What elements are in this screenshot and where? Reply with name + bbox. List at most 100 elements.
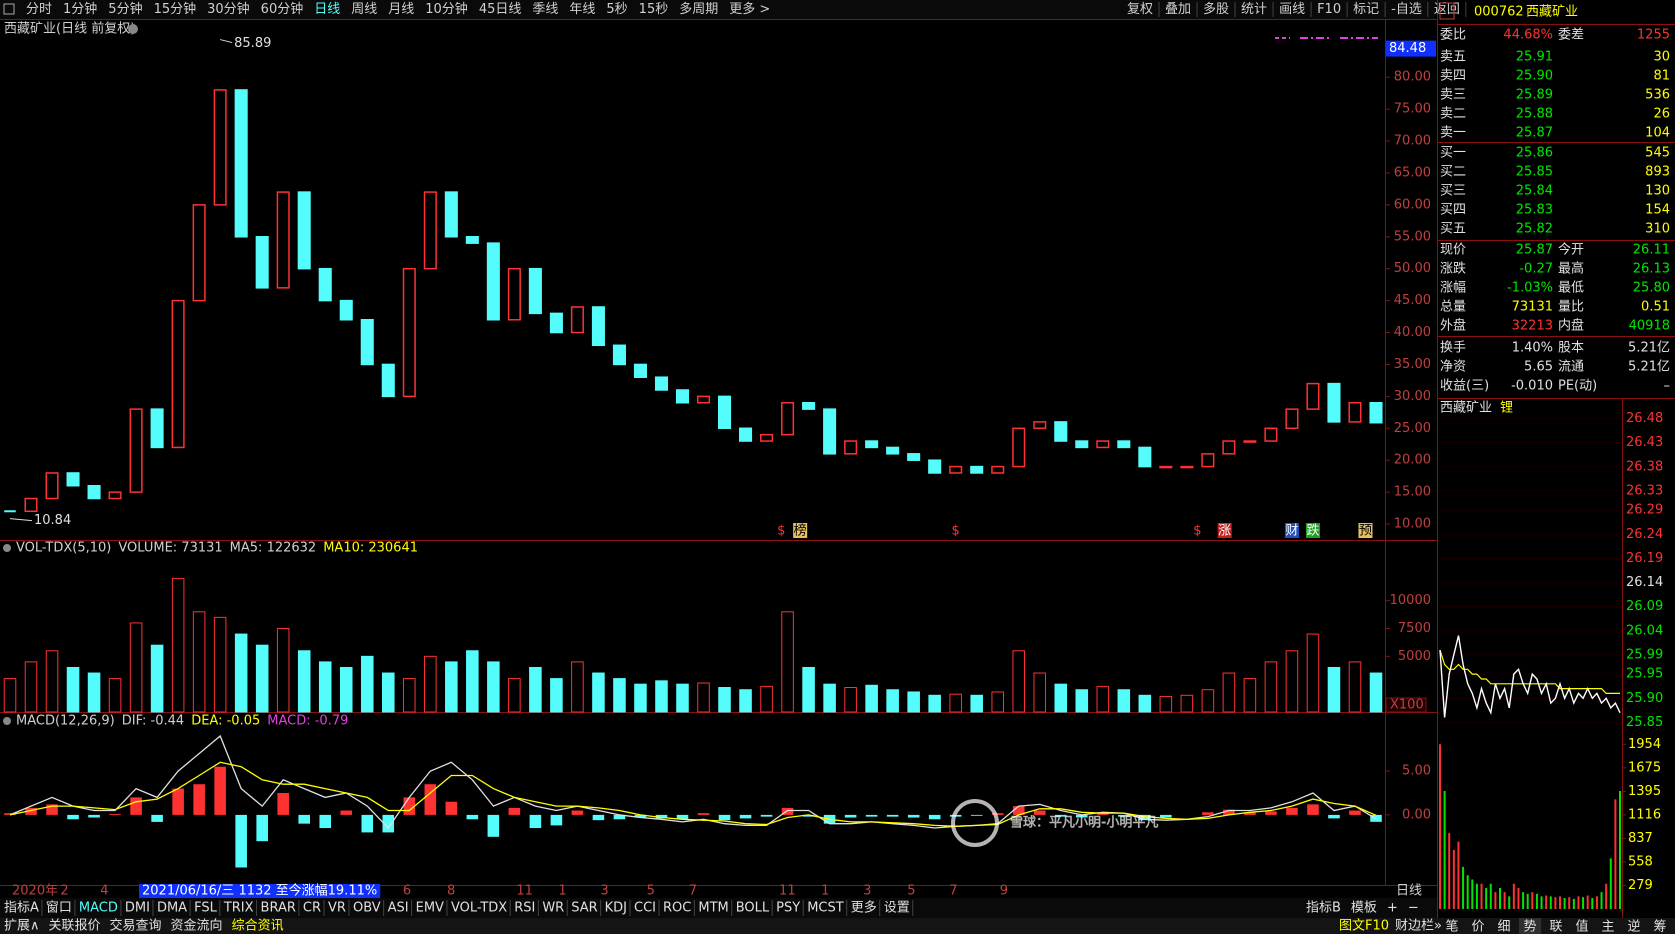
tool-button[interactable]: 画线 xyxy=(1279,2,1305,17)
indicator-tab[interactable]: − xyxy=(1408,901,1419,916)
event-marker[interactable]: $ xyxy=(1193,524,1201,539)
macd-bar xyxy=(67,814,79,820)
event-marker[interactable]: 涨 xyxy=(1218,524,1231,539)
y-tick-label: 80.00 xyxy=(1394,70,1431,85)
period-tab[interactable]: 1分钟 xyxy=(63,1,97,17)
side-tab[interactable]: 细 xyxy=(1497,920,1510,934)
indicator-tab[interactable]: ROC xyxy=(663,901,691,916)
event-marker-bg xyxy=(1284,523,1299,538)
indicator-tab[interactable]: RSI xyxy=(514,901,535,916)
bottom-tab[interactable]: 图文F10 xyxy=(1339,919,1389,934)
event-marker[interactable]: 预 xyxy=(1359,524,1372,539)
bottom-tab[interactable]: 关联报价 xyxy=(49,919,101,934)
indicator-tab[interactable]: 指标A xyxy=(4,901,39,916)
indicator-tab[interactable]: TRIX xyxy=(223,901,254,916)
indicator-tab[interactable]: KDJ xyxy=(605,901,627,916)
side-tab[interactable]: 价 xyxy=(1471,920,1484,934)
indicator-tab[interactable]: DMI xyxy=(125,901,150,916)
macd-bar xyxy=(445,801,458,815)
indicator-tab[interactable]: MTM xyxy=(698,901,728,916)
tool-button[interactable]: 多股 xyxy=(1203,1,1229,17)
candle xyxy=(150,408,164,449)
indicator-tab[interactable]: 模板 xyxy=(1351,901,1377,916)
event-marker[interactable]: 财 xyxy=(1285,524,1298,539)
period-tab[interactable]: 30分钟 xyxy=(207,1,250,17)
candle xyxy=(1369,401,1383,424)
indicator-tab[interactable]: CR xyxy=(303,901,321,916)
side-tab[interactable]: 联 xyxy=(1549,920,1562,934)
candle xyxy=(612,344,626,366)
period-tab[interactable]: 45日线 xyxy=(479,2,522,17)
tool-button[interactable]: 返回 xyxy=(1434,2,1460,17)
bottom-tab[interactable]: 财边栏» xyxy=(1395,919,1442,934)
indicator-label: MA10: 230641 xyxy=(323,541,418,556)
event-marker[interactable]: 跌 xyxy=(1306,523,1319,539)
side-tab[interactable]: 值 xyxy=(1575,919,1588,934)
side-tab[interactable]: 势 xyxy=(1523,919,1536,934)
indicator-tab[interactable]: 设置 xyxy=(884,901,910,916)
bottom-tab[interactable]: 资金流向 xyxy=(171,918,223,934)
period-tab[interactable]: 周线 xyxy=(351,2,377,17)
side-tab[interactable]: 筹 xyxy=(1653,919,1666,934)
side-tab[interactable]: 逆 xyxy=(1627,919,1640,934)
macd-bar xyxy=(634,814,647,818)
volume-bar xyxy=(108,678,122,713)
book-label: 买五 xyxy=(1440,222,1466,237)
bottom-tab[interactable]: 综合资讯 xyxy=(232,919,284,934)
indicator-tab[interactable]: WR xyxy=(542,901,564,916)
indicator-tab[interactable]: ASI xyxy=(388,901,409,916)
indicator-tab[interactable]: VOL-TDX xyxy=(451,901,507,916)
indicator-tab[interactable]: OBV xyxy=(353,901,381,916)
indicator-tab[interactable]: EMV xyxy=(416,901,444,916)
period-tab[interactable]: 月线 xyxy=(388,2,414,17)
indicator-tab[interactable]: SAR xyxy=(571,901,597,916)
indicator-tab[interactable]: + xyxy=(1387,901,1398,916)
indicator-tab[interactable]: DMA xyxy=(157,901,187,916)
period-tab[interactable]: 多周期 xyxy=(679,1,718,17)
event-marker[interactable]: 榜 xyxy=(794,523,807,539)
bottom-tab[interactable]: 扩展∧ xyxy=(4,919,40,934)
tool-button[interactable]: -自选 xyxy=(1391,2,1422,17)
indicator-tab[interactable]: BOLL xyxy=(736,901,770,916)
tool-button[interactable]: F10 xyxy=(1317,2,1341,17)
period-tab[interactable]: 5分钟 xyxy=(108,1,142,17)
period-tab[interactable]: 日线 xyxy=(314,2,340,17)
indicator-tab[interactable]: MCST xyxy=(807,901,844,916)
indicator-tab[interactable]: 指标B xyxy=(1306,901,1341,916)
period-tab[interactable]: 10分钟 xyxy=(425,1,468,17)
candle xyxy=(549,312,563,334)
period-tab[interactable]: 更多 > xyxy=(729,1,770,17)
volume-bar xyxy=(1096,685,1110,713)
tool-button[interactable]: 叠加 xyxy=(1165,2,1191,17)
period-tab[interactable]: 60分钟 xyxy=(261,1,304,17)
indicator-tab[interactable]: VR xyxy=(328,901,346,916)
date-label: 7 xyxy=(689,884,697,899)
period-tab[interactable]: 年线 xyxy=(569,2,595,17)
tool-button[interactable]: 统计 xyxy=(1241,2,1267,17)
period-tab[interactable]: 分时 xyxy=(26,2,52,17)
period-tab[interactable]: 5秒 xyxy=(606,2,627,17)
period-tab[interactable]: 15秒 xyxy=(639,2,669,17)
indicator-tab[interactable]: 更多 xyxy=(851,900,877,916)
book-label: 卖二 xyxy=(1440,107,1466,122)
price-line xyxy=(1439,635,1621,718)
bottom-tab[interactable]: 交易查询 xyxy=(110,918,162,934)
book-price: 25.83 xyxy=(1516,203,1553,218)
volume-bar xyxy=(1075,689,1089,713)
indicator-tab[interactable]: CCI xyxy=(634,901,656,916)
period-tab[interactable]: 15分钟 xyxy=(154,1,197,17)
volume-bar xyxy=(634,683,647,713)
period-tab[interactable]: 季线 xyxy=(532,2,558,17)
indicator-tab[interactable]: 窗口 xyxy=(46,900,72,916)
indicator-tab[interactable]: FSL xyxy=(194,901,218,916)
side-tab[interactable]: 主 xyxy=(1601,920,1614,934)
indicator-tab[interactable]: BRAR xyxy=(261,901,296,916)
event-marker[interactable]: $ xyxy=(777,524,785,539)
side-tab[interactable]: 笔 xyxy=(1445,919,1458,934)
tool-button[interactable]: 标记 xyxy=(1353,2,1379,17)
tool-button[interactable]: 复权 xyxy=(1127,1,1153,17)
date-label: 2 xyxy=(60,884,68,899)
event-marker[interactable]: $ xyxy=(952,524,960,539)
indicator-tab[interactable]: PSY xyxy=(776,901,800,916)
indicator-tab[interactable]: MACD xyxy=(79,901,118,916)
